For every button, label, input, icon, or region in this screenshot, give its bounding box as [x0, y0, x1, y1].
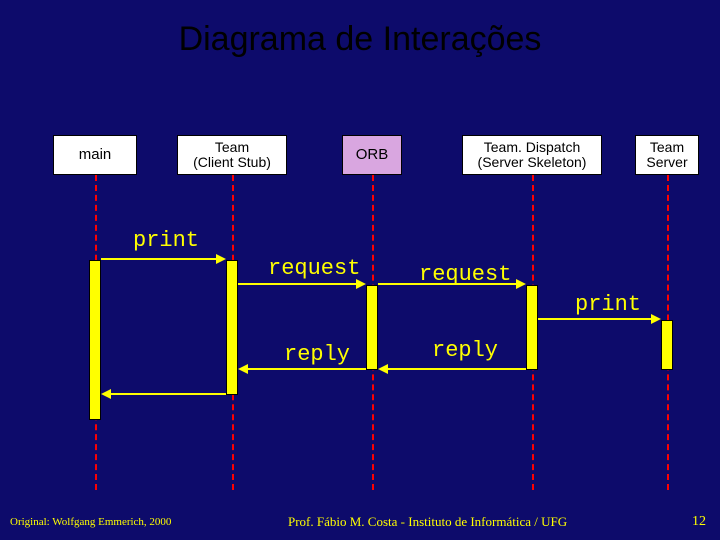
- message-label: reply: [284, 342, 350, 367]
- message-arrow: [387, 368, 526, 370]
- message-label: print: [575, 292, 641, 317]
- message-arrow: [247, 368, 366, 370]
- slide-title: Diagrama de Interações: [0, 20, 720, 59]
- arrow-head-icon: [238, 364, 248, 374]
- message-arrow: [110, 393, 226, 395]
- message-label: request: [419, 262, 511, 287]
- footer-page-number: 12: [692, 514, 706, 530]
- footer-center: Prof. Fábio M. Costa - Instituto de Info…: [288, 514, 567, 530]
- arrow-head-icon: [378, 364, 388, 374]
- activation-stub: [226, 260, 238, 395]
- participant-server: TeamServer: [635, 135, 699, 175]
- participant-orb: ORB: [342, 135, 402, 175]
- message-label: print: [133, 228, 199, 253]
- arrow-head-icon: [651, 314, 661, 324]
- footer-left: Original: Wolfgang Emmerich, 2000: [10, 516, 171, 528]
- message-arrow: [538, 318, 652, 320]
- activation-main: [89, 260, 101, 420]
- participant-main: main: [53, 135, 137, 175]
- arrow-head-icon: [101, 389, 111, 399]
- arrow-head-icon: [216, 254, 226, 264]
- message-label: request: [268, 256, 360, 281]
- activation-server: [661, 320, 673, 370]
- message-arrow: [238, 283, 357, 285]
- activation-orb: [366, 285, 378, 370]
- participant-skeleton: Team. Dispatch(Server Skeleton): [462, 135, 602, 175]
- message-arrow: [101, 258, 217, 260]
- participant-stub: Team(Client Stub): [177, 135, 287, 175]
- activation-skeleton: [526, 285, 538, 370]
- arrow-head-icon: [516, 279, 526, 289]
- message-label: reply: [432, 338, 498, 363]
